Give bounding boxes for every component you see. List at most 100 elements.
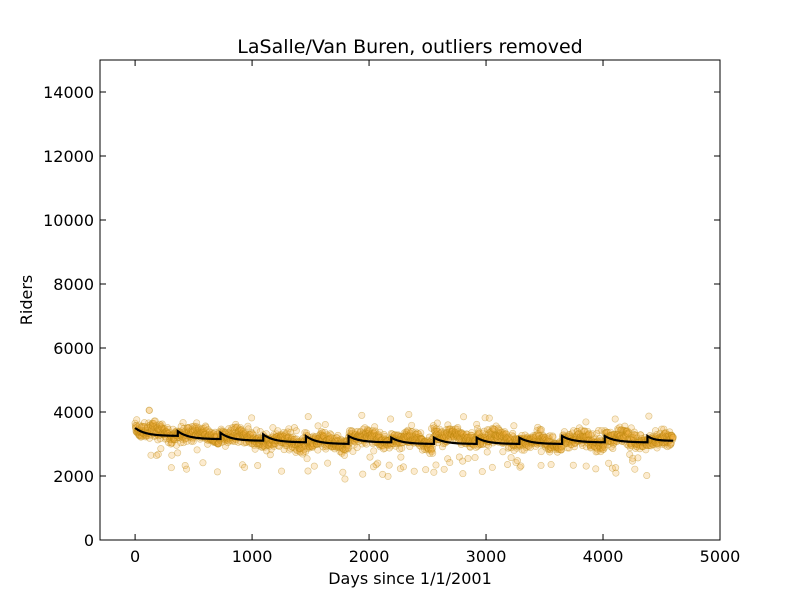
data-point — [486, 428, 494, 436]
data-point — [475, 429, 483, 437]
data-point — [607, 428, 615, 436]
data-point — [188, 422, 196, 430]
data-point — [501, 433, 509, 441]
data-point — [196, 430, 204, 438]
data-point — [316, 433, 324, 441]
data-point — [611, 415, 619, 423]
data-point — [577, 432, 585, 440]
data-point — [459, 430, 467, 438]
data-point — [449, 427, 457, 435]
data-point — [225, 428, 233, 436]
data-point — [240, 432, 248, 440]
data-point — [538, 434, 546, 442]
data-point — [158, 424, 166, 432]
data-point — [154, 436, 162, 444]
data-point — [601, 427, 609, 435]
data-point — [352, 430, 360, 438]
data-point — [505, 435, 513, 443]
data-point — [370, 432, 378, 440]
data-point — [656, 429, 664, 437]
data-point — [267, 439, 275, 447]
data-point — [580, 433, 588, 441]
data-point — [237, 430, 245, 438]
data-point — [147, 421, 155, 429]
data-point — [491, 431, 499, 439]
data-point — [302, 448, 310, 456]
data-point — [153, 424, 161, 432]
data-point — [300, 445, 308, 453]
data-point — [154, 425, 162, 433]
data-point — [614, 426, 622, 434]
data-point — [582, 462, 590, 470]
data-point — [413, 433, 421, 441]
data-point — [198, 429, 206, 437]
data-point — [168, 451, 176, 459]
data-point — [593, 429, 601, 437]
data-point — [183, 465, 191, 473]
data-point — [192, 422, 200, 430]
data-point — [418, 435, 426, 443]
data-point — [463, 430, 471, 438]
data-point — [232, 420, 240, 428]
data-point — [371, 423, 379, 431]
data-point — [451, 431, 459, 439]
data-point — [348, 427, 356, 435]
data-point — [167, 464, 175, 472]
data-point — [280, 433, 288, 441]
data-point — [400, 432, 408, 440]
data-point — [616, 432, 624, 440]
data-point — [413, 435, 421, 443]
y-tick-label: 2000 — [53, 467, 94, 486]
data-point — [568, 429, 576, 437]
data-point — [612, 469, 620, 477]
data-point — [490, 434, 498, 442]
data-point — [533, 431, 541, 439]
data-point — [190, 422, 198, 430]
data-point — [150, 417, 158, 425]
data-point — [430, 468, 438, 476]
data-point — [293, 446, 301, 454]
data-point — [517, 462, 525, 470]
data-point — [408, 432, 416, 440]
data-point — [535, 431, 543, 439]
data-point — [197, 428, 205, 436]
data-point — [161, 425, 169, 433]
data-point — [396, 445, 404, 453]
data-point — [596, 444, 604, 452]
data-point — [546, 432, 554, 440]
data-point — [418, 435, 426, 443]
data-point — [143, 424, 151, 432]
data-point — [439, 443, 447, 451]
data-point — [616, 432, 624, 440]
data-point — [299, 450, 307, 458]
data-point — [267, 445, 275, 453]
data-point — [584, 427, 592, 435]
data-point — [427, 445, 435, 453]
data-point — [202, 430, 210, 438]
data-point — [450, 433, 458, 441]
data-point — [485, 426, 493, 434]
data-point — [446, 425, 454, 433]
data-point — [369, 463, 377, 471]
data-point — [621, 430, 629, 438]
data-point — [557, 446, 565, 454]
data-point — [502, 430, 510, 438]
data-point — [473, 420, 481, 428]
data-point — [319, 443, 327, 451]
data-point — [587, 443, 595, 451]
data-point — [632, 444, 640, 452]
data-point — [607, 443, 615, 451]
data-point — [280, 428, 288, 436]
data-point — [397, 453, 405, 461]
data-point — [569, 461, 577, 469]
data-point — [367, 433, 375, 441]
data-point — [241, 430, 249, 438]
data-point — [324, 459, 332, 467]
data-point — [344, 445, 352, 453]
data-point — [494, 429, 502, 437]
data-point — [464, 455, 472, 463]
data-point — [627, 424, 635, 432]
data-point — [431, 427, 439, 435]
data-point — [233, 423, 241, 431]
data-point — [451, 425, 459, 433]
